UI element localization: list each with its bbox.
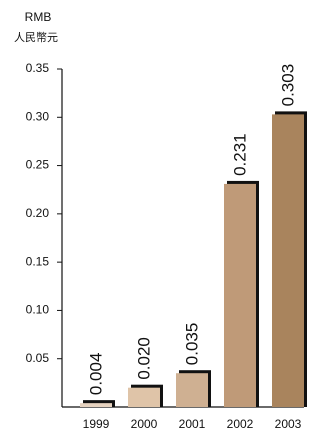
category-label: 1999 xyxy=(83,417,110,431)
category-label: 2000 xyxy=(131,417,158,431)
y-tick-label: 0.25 xyxy=(26,158,50,172)
bar xyxy=(272,114,304,407)
bar xyxy=(128,387,160,407)
plot-area: 0.05 0.10 0.15 0.20 0.25 0.30 0.35 0.004 1999 0.0… xyxy=(26,61,307,431)
value-label: 0.004 xyxy=(86,353,105,396)
category-label: 2001 xyxy=(179,417,206,431)
unit-label-zh: 人民幣元 xyxy=(14,31,58,44)
y-tick-label: 0.15 xyxy=(26,254,50,268)
y-tick-label: 0.20 xyxy=(26,206,50,220)
value-label: 0.303 xyxy=(278,64,297,107)
y-tick-label: 0.05 xyxy=(26,351,50,365)
bar xyxy=(224,183,256,407)
category-label: 2002 xyxy=(227,417,254,431)
value-label: 0.035 xyxy=(182,323,201,366)
unit-label-en: RMB xyxy=(25,10,52,24)
category-label: 2003 xyxy=(275,417,302,431)
y-tick-label: 0.35 xyxy=(26,61,50,75)
bar xyxy=(176,373,208,407)
bar xyxy=(80,403,112,407)
value-label: 0.231 xyxy=(230,133,249,176)
value-label: 0.020 xyxy=(134,337,153,380)
y-tick-label: 0.10 xyxy=(26,303,50,317)
y-tick-label: 0.30 xyxy=(26,109,50,123)
